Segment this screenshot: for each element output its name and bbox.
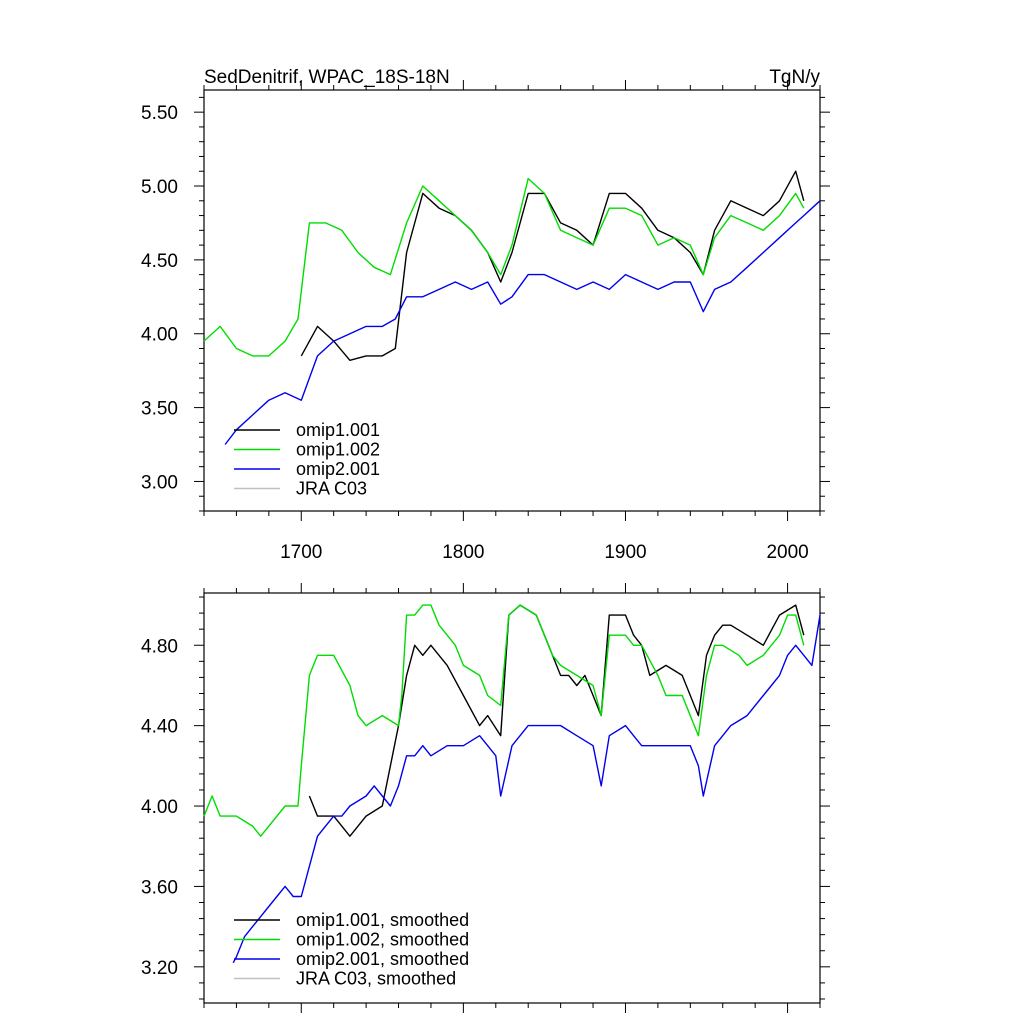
y-tick-label: 5.50 (141, 103, 178, 124)
x-tick-label: 2000 (766, 542, 808, 563)
legend-label: JRA C03 (296, 479, 367, 499)
series-line-1 (203, 604, 805, 837)
x-tick-label: 1900 (604, 542, 646, 563)
series-line-0 (308, 604, 805, 837)
y-tick-label: 3.50 (141, 399, 178, 420)
top-panel-title: SedDenitrif, WPAC_18S-18N (204, 67, 450, 88)
y-tick-label: 4.00 (141, 325, 178, 346)
legend-label: omip2.001, smoothed (296, 949, 469, 969)
legend-label: omip1.001 (296, 420, 380, 440)
top-panel-units: TgN/y (769, 67, 820, 88)
y-tick-label: 5.00 (141, 177, 178, 198)
y-tick-label: 4.50 (141, 251, 178, 272)
series-line-0 (300, 170, 805, 361)
plot-frame (203, 592, 821, 1004)
y-tick-label: 3.20 (141, 958, 178, 979)
series-line-1 (203, 177, 805, 357)
series-line-2 (224, 200, 821, 445)
y-tick-label: 3.60 (141, 877, 178, 898)
top-panel: SedDenitrif, WPAC_18S-18N TgN/y 1700 1800… (141, 67, 830, 563)
x-tick-label: 1800 (442, 542, 484, 563)
x-tick-label: 1700 (280, 542, 322, 563)
legend-label: omip1.002, smoothed (296, 930, 469, 950)
plot-frame (203, 89, 821, 512)
y-tick-label: 4.80 (141, 636, 178, 657)
y-tick-label: 3.00 (141, 472, 178, 493)
legend-label: omip2.001 (296, 459, 380, 479)
legend-label: JRA C03, smoothed (296, 969, 456, 989)
legend-label: omip1.001, smoothed (296, 910, 469, 930)
y-tick-label: 4.40 (141, 717, 178, 738)
legend-label: omip1.002 (296, 440, 380, 460)
y-tick-label: 4.00 (141, 797, 178, 818)
series-line-2 (232, 614, 821, 964)
